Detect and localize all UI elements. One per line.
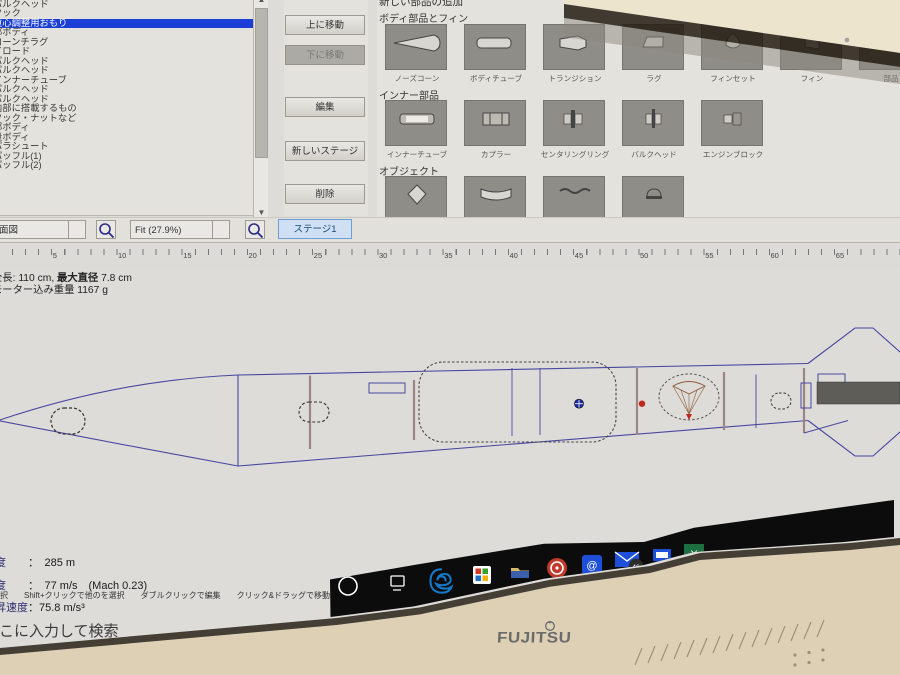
svg-text:46: 46	[632, 564, 640, 571]
svg-text:X: X	[690, 549, 698, 561]
svg-text:@: @	[586, 560, 597, 572]
